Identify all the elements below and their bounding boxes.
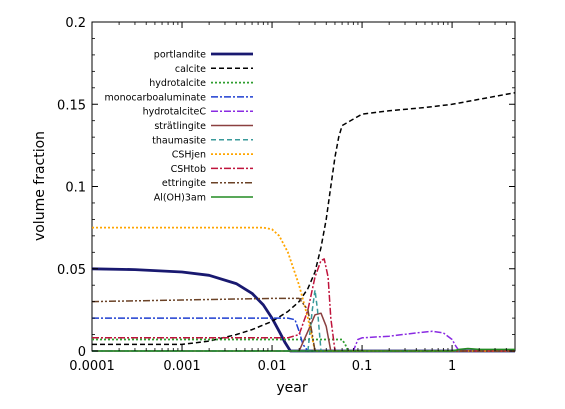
series-layer	[91, 91, 516, 353]
legend-label-portlandite: portlandite	[154, 50, 206, 61]
y-tick-label: 0.15	[57, 98, 86, 113]
y-tick-label: 0.05	[57, 263, 86, 278]
series-line-cshjen	[92, 226, 515, 352]
series-line-ettringite	[91, 297, 515, 352]
series-line-al-oh-3am	[92, 347, 515, 352]
series-line-portlandite	[91, 267, 515, 353]
series-line-cshtob	[92, 258, 515, 352]
legend: portlandite calcite hydrotalcite monocarboa…	[105, 50, 253, 204]
series-line-str-tlingite	[92, 312, 515, 352]
x-axis-label: year	[276, 380, 307, 396]
legend-label-hydrotalcitec: hydrotalciteC	[143, 107, 207, 118]
y-tick-label: 0.1	[65, 181, 86, 196]
legend-label-al-oh-3am: Al(OH)3am	[154, 193, 206, 204]
y-tick-label: 0.2	[65, 16, 86, 31]
x-tick-label: 0.1	[352, 359, 373, 374]
legend-label-cshtob: CSHtob	[171, 164, 206, 175]
x-tick-label: 0.0001	[69, 359, 115, 374]
series-line-calcite	[92, 91, 516, 346]
series-line-monocarboaluminate	[92, 317, 515, 352]
ticks-layer: 0.0001 0.001 0.01 0.1 1 0 0.05 0.1 0.15 0.2	[57, 16, 515, 374]
legend-label-monocarboaluminate: monocarboaluminate	[105, 92, 207, 103]
legend-label-hydrotalcite: hydrotalcite	[149, 78, 206, 89]
x-tick-label: 0.01	[258, 359, 287, 374]
y-axis-label: volume fraction	[32, 131, 48, 241]
y-tick-label: 0	[78, 345, 86, 360]
x-tick-label: 0.001	[163, 359, 200, 374]
legend-label-ettringite: ettringite	[162, 178, 206, 189]
series-line-hydrotalcite	[92, 338, 515, 352]
legend-label-str-tlingite: strätlingite	[154, 121, 206, 132]
x-tick-label: 1	[448, 359, 456, 374]
series-line-hydrotalcitec	[92, 330, 515, 352]
legend-label-thaumasite: thaumasite	[152, 135, 206, 146]
legend-label-calcite: calcite	[175, 64, 206, 75]
legend-label-cshjen: CSHjen	[172, 150, 206, 161]
